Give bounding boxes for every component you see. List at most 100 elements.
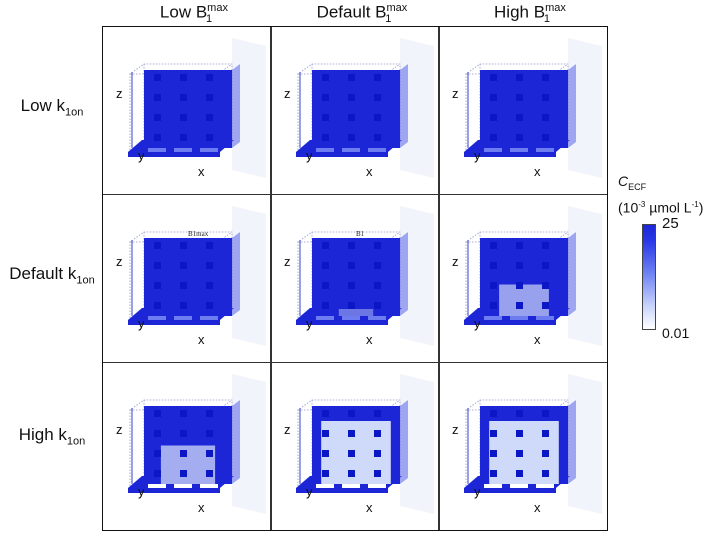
cube-wall-side [568, 232, 576, 316]
vessel-square [180, 302, 187, 309]
cube-floor-cell [174, 146, 192, 152]
vessel-square [322, 282, 329, 289]
vessel-square [374, 134, 381, 141]
vessel-square [348, 282, 355, 289]
vessel-square [206, 242, 213, 249]
cube-floor-edge [128, 488, 220, 493]
cube-wall-side [232, 232, 240, 316]
vessel-square [516, 302, 523, 309]
cube-panel: z y x B1 [272, 196, 436, 360]
colorbar-min-label: 0.01 [662, 325, 690, 341]
cube-side-face [400, 206, 434, 346]
grid-divider [270, 27, 272, 530]
vessel-square [180, 410, 187, 417]
vessel-square [206, 410, 213, 417]
x-axis-label: x [366, 164, 373, 179]
vessel-square [516, 282, 523, 289]
vessel-square [490, 470, 497, 477]
vessel-square [490, 134, 497, 141]
vessel-square [180, 470, 187, 477]
y-axis-label: y [138, 316, 145, 331]
cube-floor-cell [368, 314, 386, 320]
vessel-square [348, 410, 355, 417]
vessel-square [154, 430, 161, 437]
cube-floor-cell [368, 146, 386, 152]
vessel-square [206, 302, 213, 309]
cube-floor-cell [484, 146, 502, 152]
vessel-square [154, 410, 161, 417]
vessel-square [374, 94, 381, 101]
z-axis-label: z [452, 86, 459, 101]
colorbar-title: CECF (10-3 µmol L-1) [618, 173, 704, 216]
row-label-default-k1on: Default k1on [9, 264, 95, 287]
cube-floor-cell [342, 146, 360, 152]
vessel-square [154, 74, 161, 81]
vessel-square [348, 262, 355, 269]
row-label-high-k1on: High k1on [18, 425, 86, 448]
vessel-square [490, 262, 497, 269]
vessel-square [374, 450, 381, 457]
vessel-square [206, 282, 213, 289]
vessel-square [542, 430, 549, 437]
row-label-low-k1on: Low k1on [20, 96, 84, 119]
cube-side-face [568, 374, 602, 514]
x-axis-label: x [534, 500, 541, 515]
vessel-square [206, 114, 213, 121]
vessel-square [542, 262, 549, 269]
vessel-square [206, 94, 213, 101]
vessel-square [154, 302, 161, 309]
cube-floor-cell [536, 146, 554, 152]
cube-floor-cell [316, 314, 334, 320]
vessel-square [322, 242, 329, 249]
vessel-square [154, 262, 161, 269]
vessel-square [154, 242, 161, 249]
column-header-default-b1max: Default Bmax1 [316, 2, 408, 26]
cube-floor-cell [510, 146, 528, 152]
cube-floor-cell [316, 146, 334, 152]
vessel-square [154, 94, 161, 101]
cube-gradient-region [499, 284, 549, 316]
x-axis-label: x [366, 332, 373, 347]
vessel-square [180, 134, 187, 141]
cube-floor-edge [128, 320, 220, 325]
vessel-square [322, 262, 329, 269]
vessel-square [374, 74, 381, 81]
cube-floor-edge [464, 152, 556, 157]
y-axis-label: y [138, 148, 145, 163]
z-axis-label: z [284, 86, 291, 101]
column-header-high-b1max: High Bmax1 [494, 2, 566, 26]
vessel-square [180, 114, 187, 121]
vessel-square [322, 114, 329, 121]
y-axis-label: y [306, 316, 313, 331]
z-axis-label: z [284, 254, 291, 269]
cube-floor-cell [200, 146, 218, 152]
vessel-square [374, 302, 381, 309]
y-axis-label: y [474, 148, 481, 163]
cube-wall-side [232, 400, 240, 484]
vessel-square [516, 450, 523, 457]
cube-floor-cell [316, 482, 334, 488]
cube-wall-side [400, 232, 408, 316]
cube-floor-edge [128, 152, 220, 157]
cube-wall-side [400, 64, 408, 148]
figure-grid [102, 26, 608, 531]
vessel-square [348, 450, 355, 457]
x-axis-label: x [198, 332, 205, 347]
vessel-square [516, 242, 523, 249]
y-axis-label: y [474, 484, 481, 499]
vessel-square [374, 430, 381, 437]
vessel-square [490, 430, 497, 437]
cube-floor-edge [296, 320, 388, 325]
vessel-square [490, 94, 497, 101]
vessel-square [516, 114, 523, 121]
vessel-square [516, 94, 523, 101]
y-axis-label: y [306, 484, 313, 499]
cube-wall-side [568, 64, 576, 148]
vessel-square [348, 470, 355, 477]
cube-floor-cell [174, 314, 192, 320]
cube-floor-cell [536, 482, 554, 488]
vessel-square [348, 430, 355, 437]
cube-floor-edge [296, 152, 388, 157]
cube-floor-cell [342, 482, 360, 488]
vessel-square [322, 450, 329, 457]
